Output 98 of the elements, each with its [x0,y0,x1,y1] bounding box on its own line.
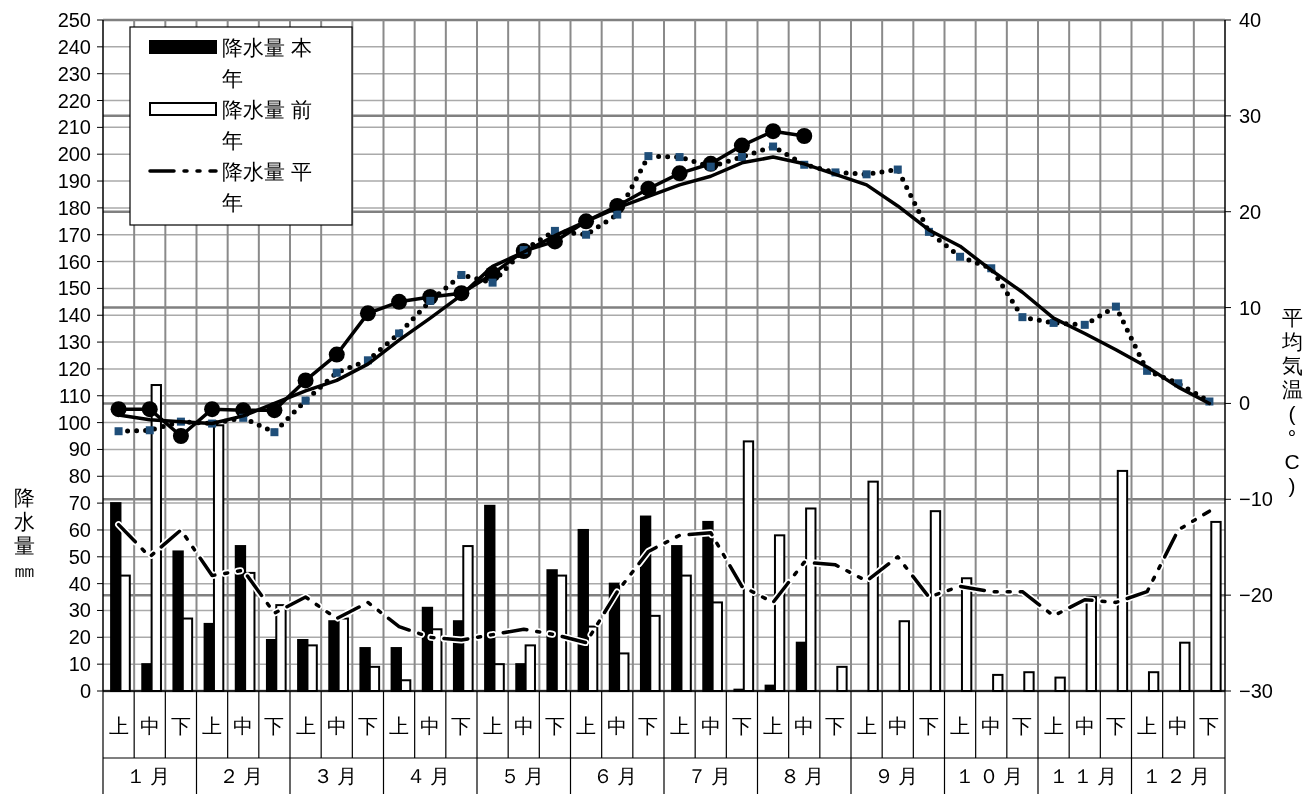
x-tick-label: 上 [763,715,784,737]
x-tick-label: 下 [1105,715,1126,737]
legend-label: 降水量 平年 [222,160,312,214]
y-tick-label: 120 [57,357,91,380]
point [297,372,314,389]
text: ５月 [499,765,548,787]
y-tick-label: 220 [57,89,91,112]
x-tick-label: 上 [202,715,223,737]
x-tick-label: 中 [513,715,534,737]
x-tick-label: 下 [170,715,191,737]
y-tick-label: 40 [68,572,91,595]
x-tick-label: 下 [264,715,285,737]
point [671,165,688,182]
y-tick-label: 30 [68,599,91,622]
x-tick-label: 中 [607,715,628,737]
point [359,305,376,322]
point [172,428,189,445]
y-tick-label: 160 [57,250,91,273]
y-tick-label: 230 [57,62,91,85]
point [796,127,813,144]
y2-tick-label: 0 [1239,392,1251,415]
x-tick-label: 下 [1012,715,1033,737]
x-tick-label: 中 [326,715,347,737]
text: ３月 [312,765,361,787]
x-tick-label: 上 [669,715,690,737]
x-tick-label: 中 [887,715,908,737]
x-tick-label: 上 [950,715,971,737]
y-tick-label: 90 [68,438,91,461]
x-tick-label: 下 [918,715,939,737]
y-tick-label: 140 [57,304,91,327]
legend-label: 降水量 前年 [222,98,312,152]
y2-tick-label: −10 [1239,488,1273,511]
x-tick-label: 中 [794,715,815,737]
y2-axis-title: 平均気温(°C) [1280,306,1303,497]
y-tick-label: 200 [57,143,91,166]
y-tick-label: 80 [68,465,91,488]
y-tick-label: 180 [57,196,91,219]
y2-tick-label: 40 [1239,9,1262,31]
y-tick-label: 210 [57,116,91,139]
point [141,401,158,418]
text: ４月 [406,765,455,787]
x-tick-label: 中 [420,715,441,737]
x-tick-label: 中 [1168,715,1189,737]
y2-tick-label: 10 [1239,296,1262,319]
y-tick-label: 60 [68,518,91,541]
x-tick-label: 中 [1074,715,1095,737]
point [391,293,408,310]
text: ７月 [686,765,735,787]
y-tick-label: 100 [57,411,91,434]
x-tick-label: 下 [638,715,659,737]
x-tick-label: 上 [108,715,129,737]
y-tick-label: 110 [59,384,91,407]
x-tick-label: 下 [1199,715,1220,737]
y-tick-label: 10 [68,653,91,676]
y-tick-label: 170 [57,223,91,246]
x-tick-label: 上 [482,715,503,737]
point [765,123,782,140]
y2-tick-label: 30 [1239,104,1262,127]
y-axis-title: 降水量㎜ [13,486,35,581]
point [733,137,750,154]
y2-tick-label: −30 [1239,680,1273,702]
x-tick-label: 下 [451,715,472,737]
y-tick-label: 0 [79,680,91,702]
text: １０月 [955,765,1028,787]
x-tick-label: 上 [1043,715,1064,737]
y-tick-label: 190 [57,170,91,193]
y2-tick-label: 20 [1239,200,1262,223]
y-tick-label: 70 [68,492,91,515]
text: ２月 [219,765,268,787]
x-tick-label: 中 [981,715,1002,737]
x-tick-label: 中 [700,715,721,737]
point [328,346,345,363]
x-tick-label: 中 [233,715,254,737]
text: １１月 [1048,765,1121,787]
y-tick-label: 250 [57,9,91,31]
x-tick-label: 下 [357,715,378,737]
x-tick-label: 下 [544,715,565,737]
text: １月 [125,765,174,787]
x-tick-label: 上 [295,715,316,737]
x-tick-label: 下 [825,715,846,737]
y-tick-label: 150 [57,277,91,300]
text: ８月 [780,765,829,787]
text: ９月 [873,765,922,787]
x-tick-label: 上 [576,715,597,737]
y-tick-label: 240 [57,35,91,58]
x-tick-label: 中 [139,715,160,737]
text: ６月 [593,765,642,787]
legend-label: 降水量 本年 [222,36,312,90]
x-tick-label: 上 [389,715,410,737]
y-tick-label: 50 [68,545,91,568]
text: １２月 [1142,765,1215,787]
x-tick-label: 上 [856,715,877,737]
x-tick-label: 上 [1137,715,1158,737]
x-tick-label: 下 [731,715,752,737]
y-tick-label: 130 [57,331,91,354]
y2-tick-label: −20 [1239,584,1273,607]
y-tick-label: 20 [68,626,91,649]
point [204,401,221,418]
